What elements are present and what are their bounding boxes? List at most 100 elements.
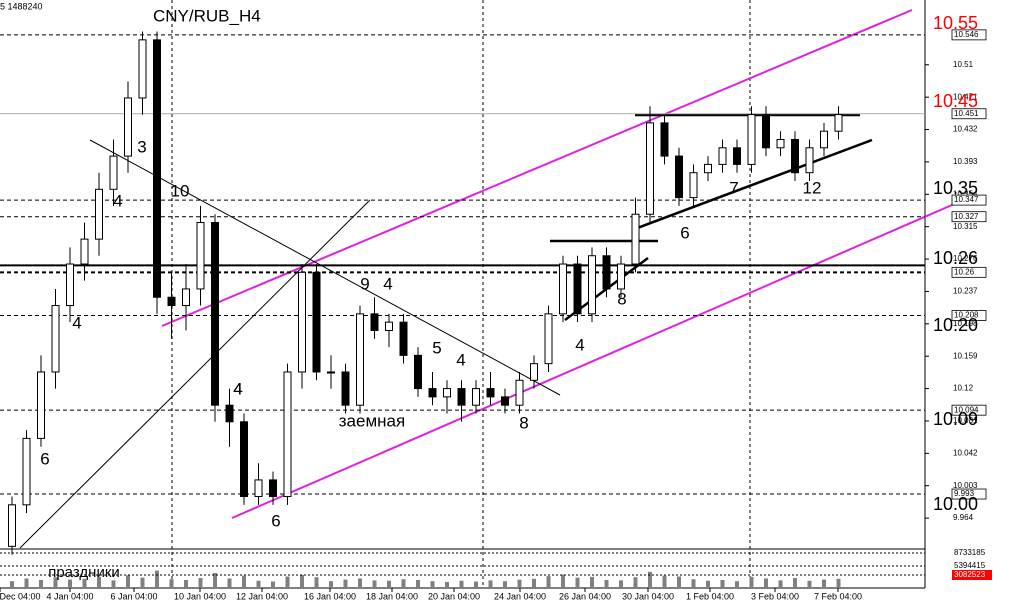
- volume-bar: [126, 575, 130, 587]
- y-tick-label: 10.51: [953, 60, 974, 69]
- volume-bar: [198, 578, 203, 587]
- candle-body: [211, 222, 219, 406]
- volume-bar: [836, 578, 841, 587]
- volume-bar: [68, 579, 72, 587]
- candle-body: [573, 263, 582, 315]
- x-tick-label: 1 Feb 04:00: [686, 591, 734, 601]
- candle-body: [762, 114, 770, 149]
- annotation: 3: [137, 137, 146, 156]
- volume-bar: [735, 581, 739, 587]
- candle-body: [283, 371, 292, 498]
- candle-body: [8, 504, 16, 547]
- candle-body: [559, 263, 567, 315]
- y-tick-label: 10.198: [953, 319, 978, 328]
- volume-bar: [474, 581, 478, 587]
- candle-body: [791, 138, 799, 174]
- candle-body: [805, 147, 814, 174]
- volume-bar: [169, 579, 174, 587]
- volume-bar: [517, 579, 522, 587]
- chart-title: CNY/RUB_H4: [153, 6, 261, 25]
- volume-tick-label: 3082523: [954, 570, 986, 579]
- annotation: 4: [456, 350, 465, 369]
- volume-box: [952, 569, 992, 580]
- volume-bar: [793, 578, 797, 587]
- candle-body: [733, 147, 741, 165]
- candle-body: [196, 222, 205, 290]
- y-tick-label: 10.12: [953, 384, 974, 393]
- candle-body: [660, 122, 669, 157]
- y-tick-label: 10.471: [953, 92, 978, 101]
- candle-body: [675, 155, 683, 199]
- volume-tick-label: 5394415: [954, 561, 986, 570]
- candle-body: [80, 238, 89, 265]
- volume-bar: [155, 570, 159, 587]
- trend-line: [89, 139, 561, 396]
- volume-bar: [430, 581, 435, 587]
- volume-bar: [590, 576, 594, 587]
- volume-bar: [575, 577, 580, 587]
- y-tick-label: 9.964: [953, 513, 974, 522]
- volume-bar: [749, 576, 754, 587]
- volume-tick-label: 8733185: [954, 548, 986, 557]
- level-label: 10.546: [954, 30, 979, 39]
- x-tick-label: 6 Jan 04:00: [110, 591, 157, 601]
- volume-bar: [387, 580, 391, 587]
- level-label: 10.327: [954, 212, 979, 221]
- volume-bar: [445, 581, 449, 587]
- annotation: 8: [617, 289, 626, 308]
- x-tick-label: 12 Jan 04:00: [236, 591, 288, 601]
- candle-body: [530, 363, 538, 381]
- annotation: 6: [680, 223, 689, 242]
- volume-bar: [82, 578, 87, 587]
- annotation: 6: [271, 511, 280, 530]
- candle-body: [37, 371, 45, 439]
- annotation: праздники: [48, 564, 120, 581]
- annotation: 7: [729, 178, 738, 197]
- volume-bar: [24, 578, 29, 587]
- candle-body: [689, 172, 698, 199]
- volume-bar: [503, 581, 507, 587]
- annotation: заемная: [339, 411, 405, 430]
- candle-body: [167, 296, 176, 307]
- x-tick-label: Dec 04:00: [0, 591, 41, 601]
- annotation: 10: [171, 181, 190, 200]
- y-tick-label: 10.276: [953, 254, 978, 263]
- level-label: 10.26: [954, 267, 975, 276]
- candle-body: [312, 271, 321, 373]
- volume-bar: [227, 578, 232, 587]
- x-tick-label: 10 Jan 04:00: [174, 591, 226, 601]
- candle-body: [588, 255, 596, 315]
- volume-bar: [604, 579, 609, 587]
- candle-body: [414, 354, 422, 390]
- level-text: 10.09: [933, 409, 978, 429]
- level-label: 9.993: [954, 489, 975, 498]
- y-tick-label: 10.432: [953, 125, 978, 134]
- volume-bar: [140, 577, 145, 587]
- level-label: 10.347: [954, 195, 979, 204]
- annotation: 5: [432, 338, 441, 357]
- candle-body: [269, 479, 277, 498]
- candle-body: [22, 437, 31, 506]
- volume-bar: [532, 578, 536, 587]
- volume-bar: [184, 579, 188, 587]
- level-label: 10.208: [954, 311, 979, 320]
- candle-body: [341, 371, 350, 406]
- volume-bar: [488, 580, 493, 587]
- volume-bar: [213, 572, 217, 587]
- candle-body: [486, 388, 495, 398]
- candle-body: [515, 379, 524, 406]
- annotation: 4: [383, 274, 392, 293]
- candle-body: [356, 313, 364, 406]
- candle-body: [95, 188, 103, 240]
- annotation: 9: [360, 274, 369, 293]
- candle-body: [544, 313, 553, 365]
- level-label: 10.094: [954, 405, 979, 414]
- level-box: [951, 29, 987, 41]
- candle-body: [138, 39, 147, 99]
- level-box: [951, 488, 987, 500]
- volume-bar: [314, 577, 319, 587]
- candle-body: [51, 305, 60, 373]
- candle-body: [182, 288, 190, 307]
- x-tick-label: 30 Jan 04:00: [622, 591, 674, 601]
